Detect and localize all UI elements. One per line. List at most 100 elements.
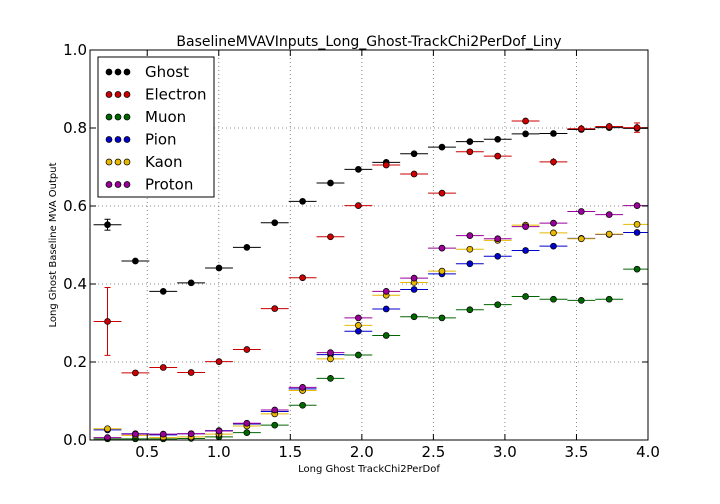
data-point [466, 148, 474, 156]
series-proton [93, 202, 648, 442]
data-point [438, 189, 446, 197]
data-point [438, 267, 446, 275]
data-point [355, 165, 362, 173]
data-point [466, 260, 474, 268]
data-point [104, 425, 111, 433]
y-tick-label: 0.0 [63, 431, 87, 449]
data-point [605, 230, 613, 238]
data-point [633, 265, 641, 273]
x-tick-label: 1.0 [207, 443, 231, 461]
data-point [327, 349, 334, 356]
data-point [327, 179, 334, 187]
legend-marker [105, 181, 113, 188]
x-tick-label: 3.5 [565, 443, 589, 461]
chart-title: BaselineMVAVInputs_Long_Ghost-TrackChi2P… [176, 34, 561, 50]
legend-label: Electron [145, 86, 207, 104]
data-point [522, 117, 529, 125]
data-point [410, 150, 418, 158]
data-point [438, 314, 446, 322]
data-point [355, 327, 362, 335]
series-layer [93, 117, 648, 443]
data-point [299, 384, 306, 391]
series-electron [93, 117, 648, 377]
data-point [132, 369, 139, 377]
data-point [215, 358, 223, 365]
legend-marker [114, 68, 122, 76]
y-axis-title: Long Ghost Baseline MVA Output [48, 162, 59, 327]
data-point [187, 279, 195, 287]
data-point [550, 295, 557, 303]
legend-marker [114, 158, 122, 166]
data-point [327, 375, 334, 382]
data-point [243, 243, 251, 251]
data-point [550, 158, 557, 166]
legend-label: Proton [145, 176, 193, 194]
data-point [327, 233, 334, 241]
data-point [605, 211, 613, 218]
data-point [438, 244, 446, 252]
x-tick-label: 2.5 [421, 443, 445, 461]
y-tick-label: 0.8 [63, 119, 87, 137]
data-point [550, 219, 557, 227]
data-point [633, 229, 641, 236]
legend-label: Kaon [145, 153, 182, 171]
data-point [410, 313, 418, 321]
legend-marker [123, 68, 131, 76]
x-tick-label: 1.5 [278, 443, 302, 461]
data-point [382, 161, 390, 169]
legend-marker [123, 113, 131, 121]
data-point [327, 355, 334, 363]
data-point [466, 138, 474, 145]
legend-marker [123, 91, 131, 98]
data-point [382, 288, 390, 295]
data-point [410, 170, 418, 178]
x-tick-label: 4.0 [636, 443, 660, 461]
data-point [577, 235, 585, 243]
data-point [299, 274, 306, 282]
data-point [132, 257, 139, 265]
data-point [550, 130, 557, 137]
x-tick-label: 0.5 [135, 443, 159, 461]
data-point [187, 369, 195, 376]
data-point [633, 220, 641, 228]
data-point [159, 364, 167, 371]
data-point [104, 221, 111, 229]
plot-frame [89, 49, 649, 441]
legend-box [97, 56, 215, 198]
data-point [605, 295, 613, 303]
data-point [494, 135, 502, 143]
y-tick-label: 1.0 [63, 41, 87, 59]
data-point [577, 125, 585, 133]
data-point [522, 130, 529, 138]
series-ghost [93, 124, 648, 295]
legend-marker [105, 113, 113, 121]
data-point [159, 430, 167, 438]
data-point [271, 421, 279, 429]
data-point [187, 430, 195, 438]
legend-marker [105, 91, 113, 98]
data-point [494, 252, 502, 260]
legend-marker [114, 136, 122, 143]
x-tick-label: 3.0 [493, 443, 517, 461]
data-point [550, 229, 557, 237]
legend-label: Pion [145, 131, 177, 149]
legend-marker [105, 68, 113, 76]
data-point [466, 232, 474, 239]
y-tick-label: 0.4 [63, 275, 87, 293]
data-point [215, 264, 223, 272]
data-point [382, 305, 390, 313]
data-point [633, 202, 641, 209]
data-point [132, 430, 139, 438]
data-point [271, 406, 279, 414]
data-point [243, 419, 251, 427]
data-point [215, 427, 223, 435]
data-point [522, 247, 529, 254]
legend-marker [114, 113, 122, 121]
data-point [104, 434, 111, 442]
legend-marker [105, 136, 113, 143]
data-point [522, 293, 529, 300]
data-point [355, 321, 362, 329]
legend-marker [105, 158, 113, 166]
legend-marker [123, 181, 131, 188]
